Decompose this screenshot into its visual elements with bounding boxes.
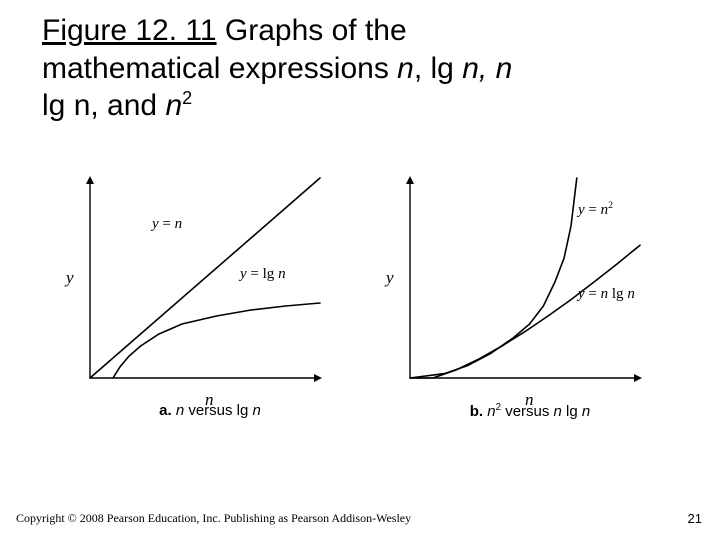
axis-y-label-b: y	[386, 268, 394, 288]
title-line3-and: , and	[90, 89, 165, 122]
label-y-eq-nlgn: y = n lg n	[578, 286, 635, 303]
caption-a-n1: n	[176, 402, 184, 419]
plot-a: y n y = n y = lg n	[60, 168, 330, 388]
caption-a-prefix: a.	[159, 402, 172, 419]
caption-a-n2: n	[253, 402, 261, 419]
chart-a-svg	[60, 168, 330, 388]
label-y-eq-n: y = n	[152, 216, 182, 233]
axis-y-label-a: y	[66, 268, 74, 288]
axis-x-label-b: n	[525, 390, 534, 410]
caption-b-tail: lg	[562, 403, 582, 420]
caption-a-mid: versus lg	[184, 402, 252, 419]
figure-title: Figure 12. 11 Graphs of the mathematical…	[42, 12, 662, 125]
title-line2-seg2: , lg	[414, 52, 462, 85]
figure-panels: y n y = n y = lg n a. n versus lg n y n …	[60, 168, 668, 468]
title-rest-1: Graphs of the	[217, 14, 407, 47]
title-line3-lg: lg	[42, 89, 74, 122]
axis-x-label-a: n	[205, 390, 214, 410]
title-line2-n2: n	[462, 52, 479, 85]
panel-a: y n y = n y = lg n a. n versus lg n	[60, 168, 360, 419]
panel-b: y n y = n2 y = n lg n b. n2 versus n lg …	[380, 168, 680, 420]
title-line2-n1: n	[397, 52, 414, 85]
title-line2-seg0: mathematical expressions	[42, 52, 397, 85]
caption-b-n3: n	[582, 403, 590, 420]
plot-b: y n y = n2 y = n lg n	[380, 168, 650, 388]
caption-b-prefix: b.	[470, 403, 483, 420]
figure-number: Figure 12. 11	[42, 14, 217, 47]
label-y-eq-nsq: y = n2	[578, 200, 613, 219]
title-line2-n3: n	[496, 52, 513, 85]
page-number: 21	[688, 511, 702, 526]
caption-b-n2: n	[554, 403, 562, 420]
title-line3-n1: n	[74, 89, 91, 122]
title-line3-sup: 2	[182, 88, 192, 108]
title-line2-seg4: ,	[479, 52, 496, 85]
title-line3-n2: n	[165, 89, 182, 122]
caption-b-n: n	[487, 403, 495, 420]
label-y-eq-lgn: y = lg n	[240, 266, 286, 283]
copyright-text: Copyright © 2008 Pearson Education, Inc.…	[16, 511, 411, 526]
